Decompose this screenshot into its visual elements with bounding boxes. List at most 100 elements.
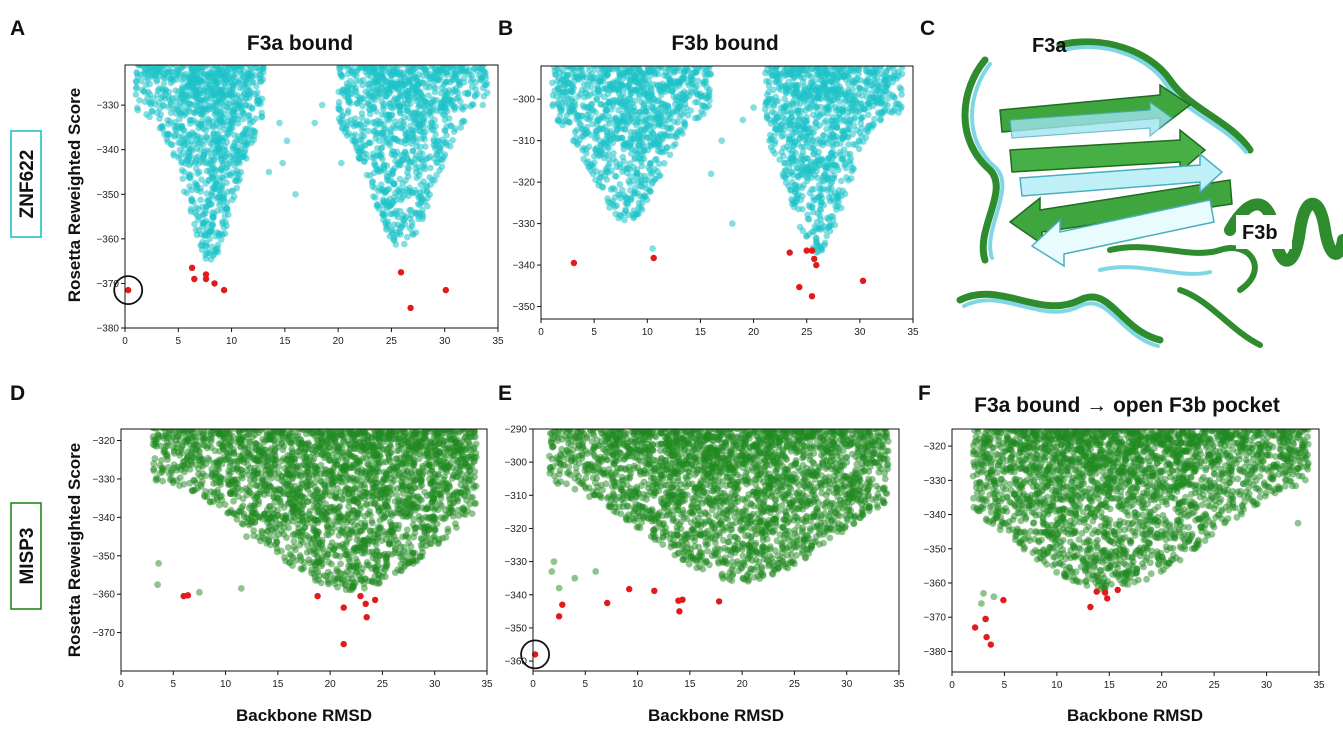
data-point — [206, 106, 213, 113]
data-point — [158, 123, 165, 130]
data-point — [191, 51, 198, 58]
data-point — [249, 56, 256, 63]
data-point — [575, 56, 582, 63]
data-point — [372, 54, 379, 61]
data-point — [462, 57, 469, 64]
highlight-point — [211, 280, 217, 286]
data-point — [406, 50, 413, 57]
data-point — [861, 54, 868, 61]
data-point — [398, 50, 405, 57]
data-point — [592, 51, 599, 58]
data-point — [197, 57, 204, 64]
data-point — [835, 51, 842, 58]
data-point — [669, 110, 676, 117]
data-point — [631, 156, 638, 163]
data-point — [176, 116, 183, 123]
data-point — [441, 127, 448, 134]
data-point — [236, 49, 243, 56]
data-point — [399, 53, 406, 60]
data-point — [778, 52, 785, 59]
y-tick-label: −350 — [96, 190, 119, 201]
data-point — [871, 55, 878, 62]
data-point — [386, 56, 393, 63]
data-point — [597, 54, 604, 61]
data-point — [418, 51, 425, 58]
data-point — [226, 50, 233, 57]
data-point — [423, 56, 430, 63]
data-point — [440, 53, 447, 60]
data-point — [203, 52, 210, 59]
data-point — [481, 93, 488, 100]
data-point — [637, 183, 644, 190]
data-point — [422, 104, 429, 111]
data-point — [406, 49, 413, 56]
data-point — [662, 103, 669, 110]
data-point — [586, 68, 593, 75]
data-point — [455, 57, 462, 64]
data-point — [172, 126, 179, 133]
data-point — [621, 210, 628, 217]
data-point — [152, 101, 159, 108]
data-point — [556, 50, 563, 57]
data-point — [201, 220, 208, 227]
data-point — [210, 252, 217, 259]
data-point — [480, 102, 487, 109]
data-point — [147, 49, 154, 56]
data-point — [553, 51, 560, 58]
data-point — [195, 83, 202, 90]
data-point — [182, 57, 189, 64]
data-point — [436, 167, 443, 174]
data-point — [601, 51, 608, 58]
data-point — [228, 172, 235, 179]
data-point — [617, 53, 624, 60]
data-point — [408, 59, 415, 66]
data-point — [402, 49, 409, 56]
data-point — [211, 53, 218, 60]
data-point — [351, 58, 358, 65]
data-point — [856, 59, 863, 66]
data-point — [142, 56, 149, 63]
data-point — [818, 53, 825, 60]
data-point — [417, 51, 424, 58]
data-point — [638, 54, 645, 61]
data-point — [367, 140, 374, 147]
data-point — [179, 87, 186, 94]
data-point — [156, 51, 163, 58]
data-point — [573, 73, 580, 80]
data-point — [607, 52, 614, 59]
data-point — [224, 104, 231, 111]
data-point — [653, 55, 660, 62]
data-point — [158, 55, 165, 62]
data-point — [186, 183, 193, 190]
data-point — [883, 51, 890, 58]
data-point — [361, 158, 368, 165]
data-point — [133, 91, 140, 98]
data-point — [234, 53, 241, 60]
data-point — [628, 51, 635, 58]
data-point — [844, 55, 851, 62]
data-point — [180, 50, 187, 57]
data-point — [402, 54, 409, 61]
data-point — [869, 54, 876, 61]
data-point — [861, 56, 868, 63]
data-point — [637, 51, 644, 58]
data-point — [434, 54, 441, 61]
data-point — [424, 56, 431, 63]
data-point — [435, 56, 442, 63]
data-point — [636, 200, 643, 207]
data-point — [391, 181, 398, 188]
data-point — [702, 54, 709, 61]
data-point — [811, 53, 818, 60]
data-point — [144, 52, 151, 59]
data-point — [371, 128, 378, 135]
data-point — [682, 59, 689, 66]
data-point — [162, 58, 169, 65]
data-point — [664, 51, 671, 58]
data-point — [868, 58, 875, 65]
data-point — [235, 48, 242, 55]
data-point — [604, 176, 611, 183]
struct-label-f3a: F3a — [1032, 35, 1067, 57]
data-point — [171, 53, 178, 60]
data-point — [809, 53, 816, 60]
data-point — [362, 58, 369, 65]
